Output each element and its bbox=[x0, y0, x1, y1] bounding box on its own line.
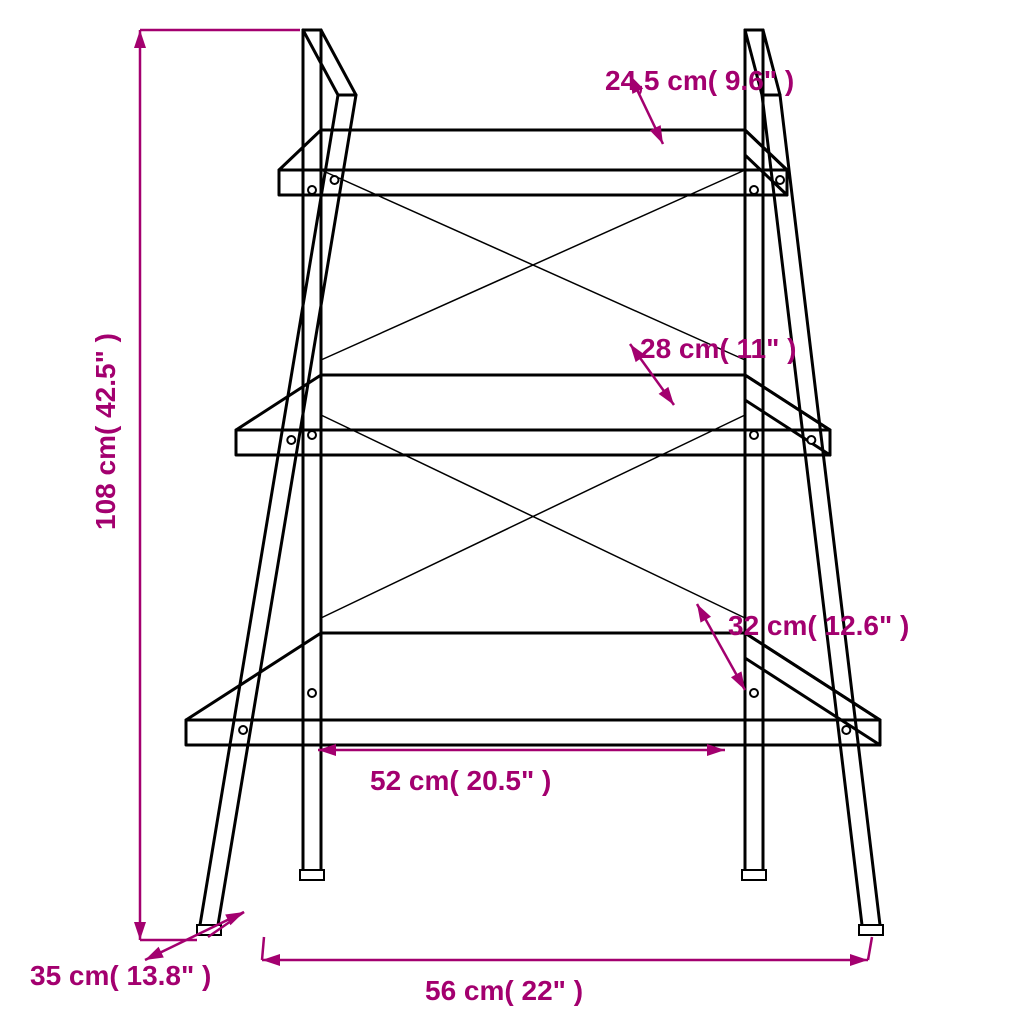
dim-label-depth: 35 cm( 13.8" ) bbox=[30, 960, 211, 991]
dim-label-shelf_mid: 28 cm( 11" ) bbox=[640, 333, 796, 364]
dim-label-shelf_bot_d: 32 cm( 12.6" ) bbox=[728, 610, 909, 641]
dim-label-shelf_top: 24,5 cm( 9.6" ) bbox=[605, 65, 794, 96]
dim-label-height: 108 cm( 42.5" ) bbox=[90, 333, 121, 530]
dim-label-shelf_bot_w: 52 cm( 20.5" ) bbox=[370, 765, 551, 796]
ladder-shelf-drawing bbox=[186, 30, 883, 935]
dim-label-width: 56 cm( 22" ) bbox=[425, 975, 583, 1006]
